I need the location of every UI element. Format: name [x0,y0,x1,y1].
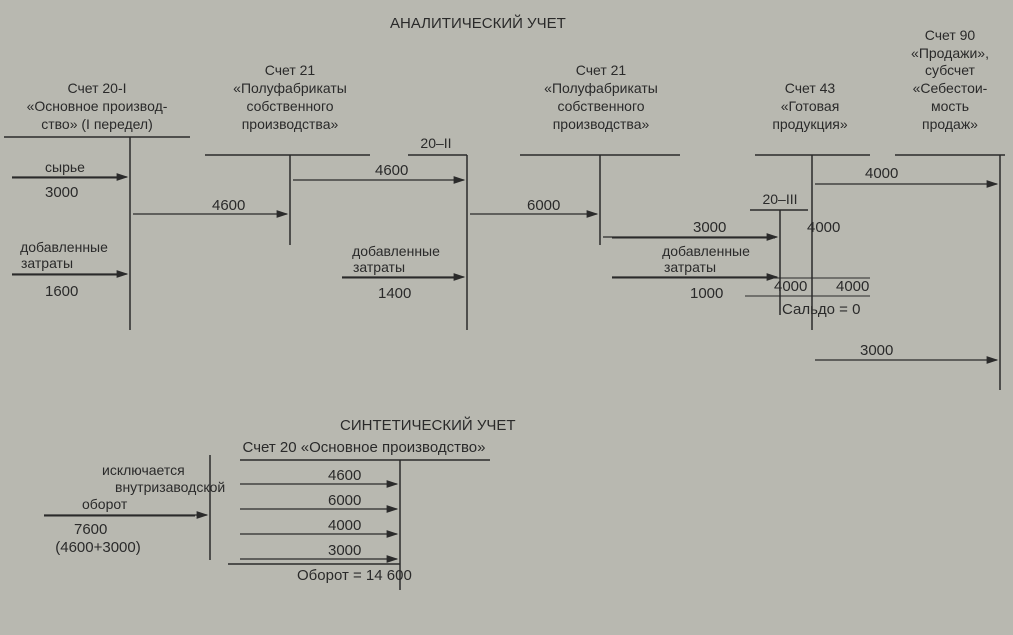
l_dobz1b: затраты [21,255,73,271]
l_4000c: 4000 [774,278,807,295]
l_s6000: 6000 [328,492,361,509]
l_3000b: 3000 [693,219,726,236]
l_s4600: 4600 [328,467,361,484]
l_iskl1: исключается [102,462,185,478]
section1-title: АНАЛИТИЧЕСКИЙ УЧЕТ [390,14,566,32]
acc90-heading: «Продажи», [911,45,989,61]
acc90-heading: субсчет [925,62,975,78]
l_4000a: 4000 [807,219,840,236]
l_1400: 1400 [378,285,411,302]
l_dobz2b: затраты [353,259,405,275]
l_dobz3b: затраты [664,259,716,275]
l_oborot: Оборот = 14 600 [297,567,412,584]
acc21a-heading: «Полуфабрикаты [233,80,347,96]
l_iskl2: внутризаводской [115,479,225,495]
l_syrye: сырье [45,159,85,175]
l_4600b: 4600 [375,162,408,179]
acc20_2-heading: 20–II [420,135,451,151]
l_6000: 6000 [527,197,560,214]
l_4000d: 4000 [836,278,869,295]
l_4600a: 4600 [212,197,245,214]
l_7600b: (4600+3000) [55,539,141,556]
l_acc20: Счет 20 «Основное производство» [243,439,486,456]
l_3000c: 3000 [860,342,893,359]
l_7600: 7600 [74,521,107,538]
l_s3000: 3000 [328,542,361,559]
acc20_1-heading: «Основное производ- [27,98,168,114]
acc20_3-heading: 20–III [762,191,797,207]
acc21b-heading: «Полуфабрикаты [544,80,658,96]
l_dobz3: добавленные [662,243,750,259]
acc43-heading: продукция» [772,116,848,132]
acc90-heading: продаж» [922,116,978,132]
acc20_1-heading: ство» (I передел) [41,116,153,132]
l_4000e: 4000 [865,165,898,182]
l_dobz2: добавленные [352,243,440,259]
l_iskl3: оборот [82,496,128,512]
l_dobz1: добавленные [20,239,108,255]
l_1000: 1000 [690,285,723,302]
acc90-heading: «Себестои- [913,80,988,96]
l_s4000: 4000 [328,517,361,534]
acc21a-heading: производства» [242,116,339,132]
acc43-heading: Счет 43 [785,80,836,96]
l_3000a: 3000 [45,184,78,201]
l_s0: Сальдо = 0 [782,301,860,318]
acc21a-heading: Счет 21 [265,62,316,78]
acc90-heading: мость [931,98,969,114]
acc21b-heading: производства» [553,116,650,132]
acc21b-heading: Счет 21 [576,62,627,78]
acc21b-heading: собственного [557,98,644,114]
accounting-diagram: АНАЛИТИЧЕСКИЙ УЧЕТ СИНТЕТИЧЕСКИЙ УЧЕТ Счет… [0,0,1013,635]
acc21a-heading: собственного [246,98,333,114]
acc43-heading: «Готовая [781,98,840,114]
acc90-heading: Счет 90 [925,27,976,43]
l_1600: 1600 [45,283,78,300]
section2-title: СИНТЕТИЧЕСКИЙ УЧЕТ [340,416,516,434]
acc20_1-heading: Счет 20-I [68,80,127,96]
